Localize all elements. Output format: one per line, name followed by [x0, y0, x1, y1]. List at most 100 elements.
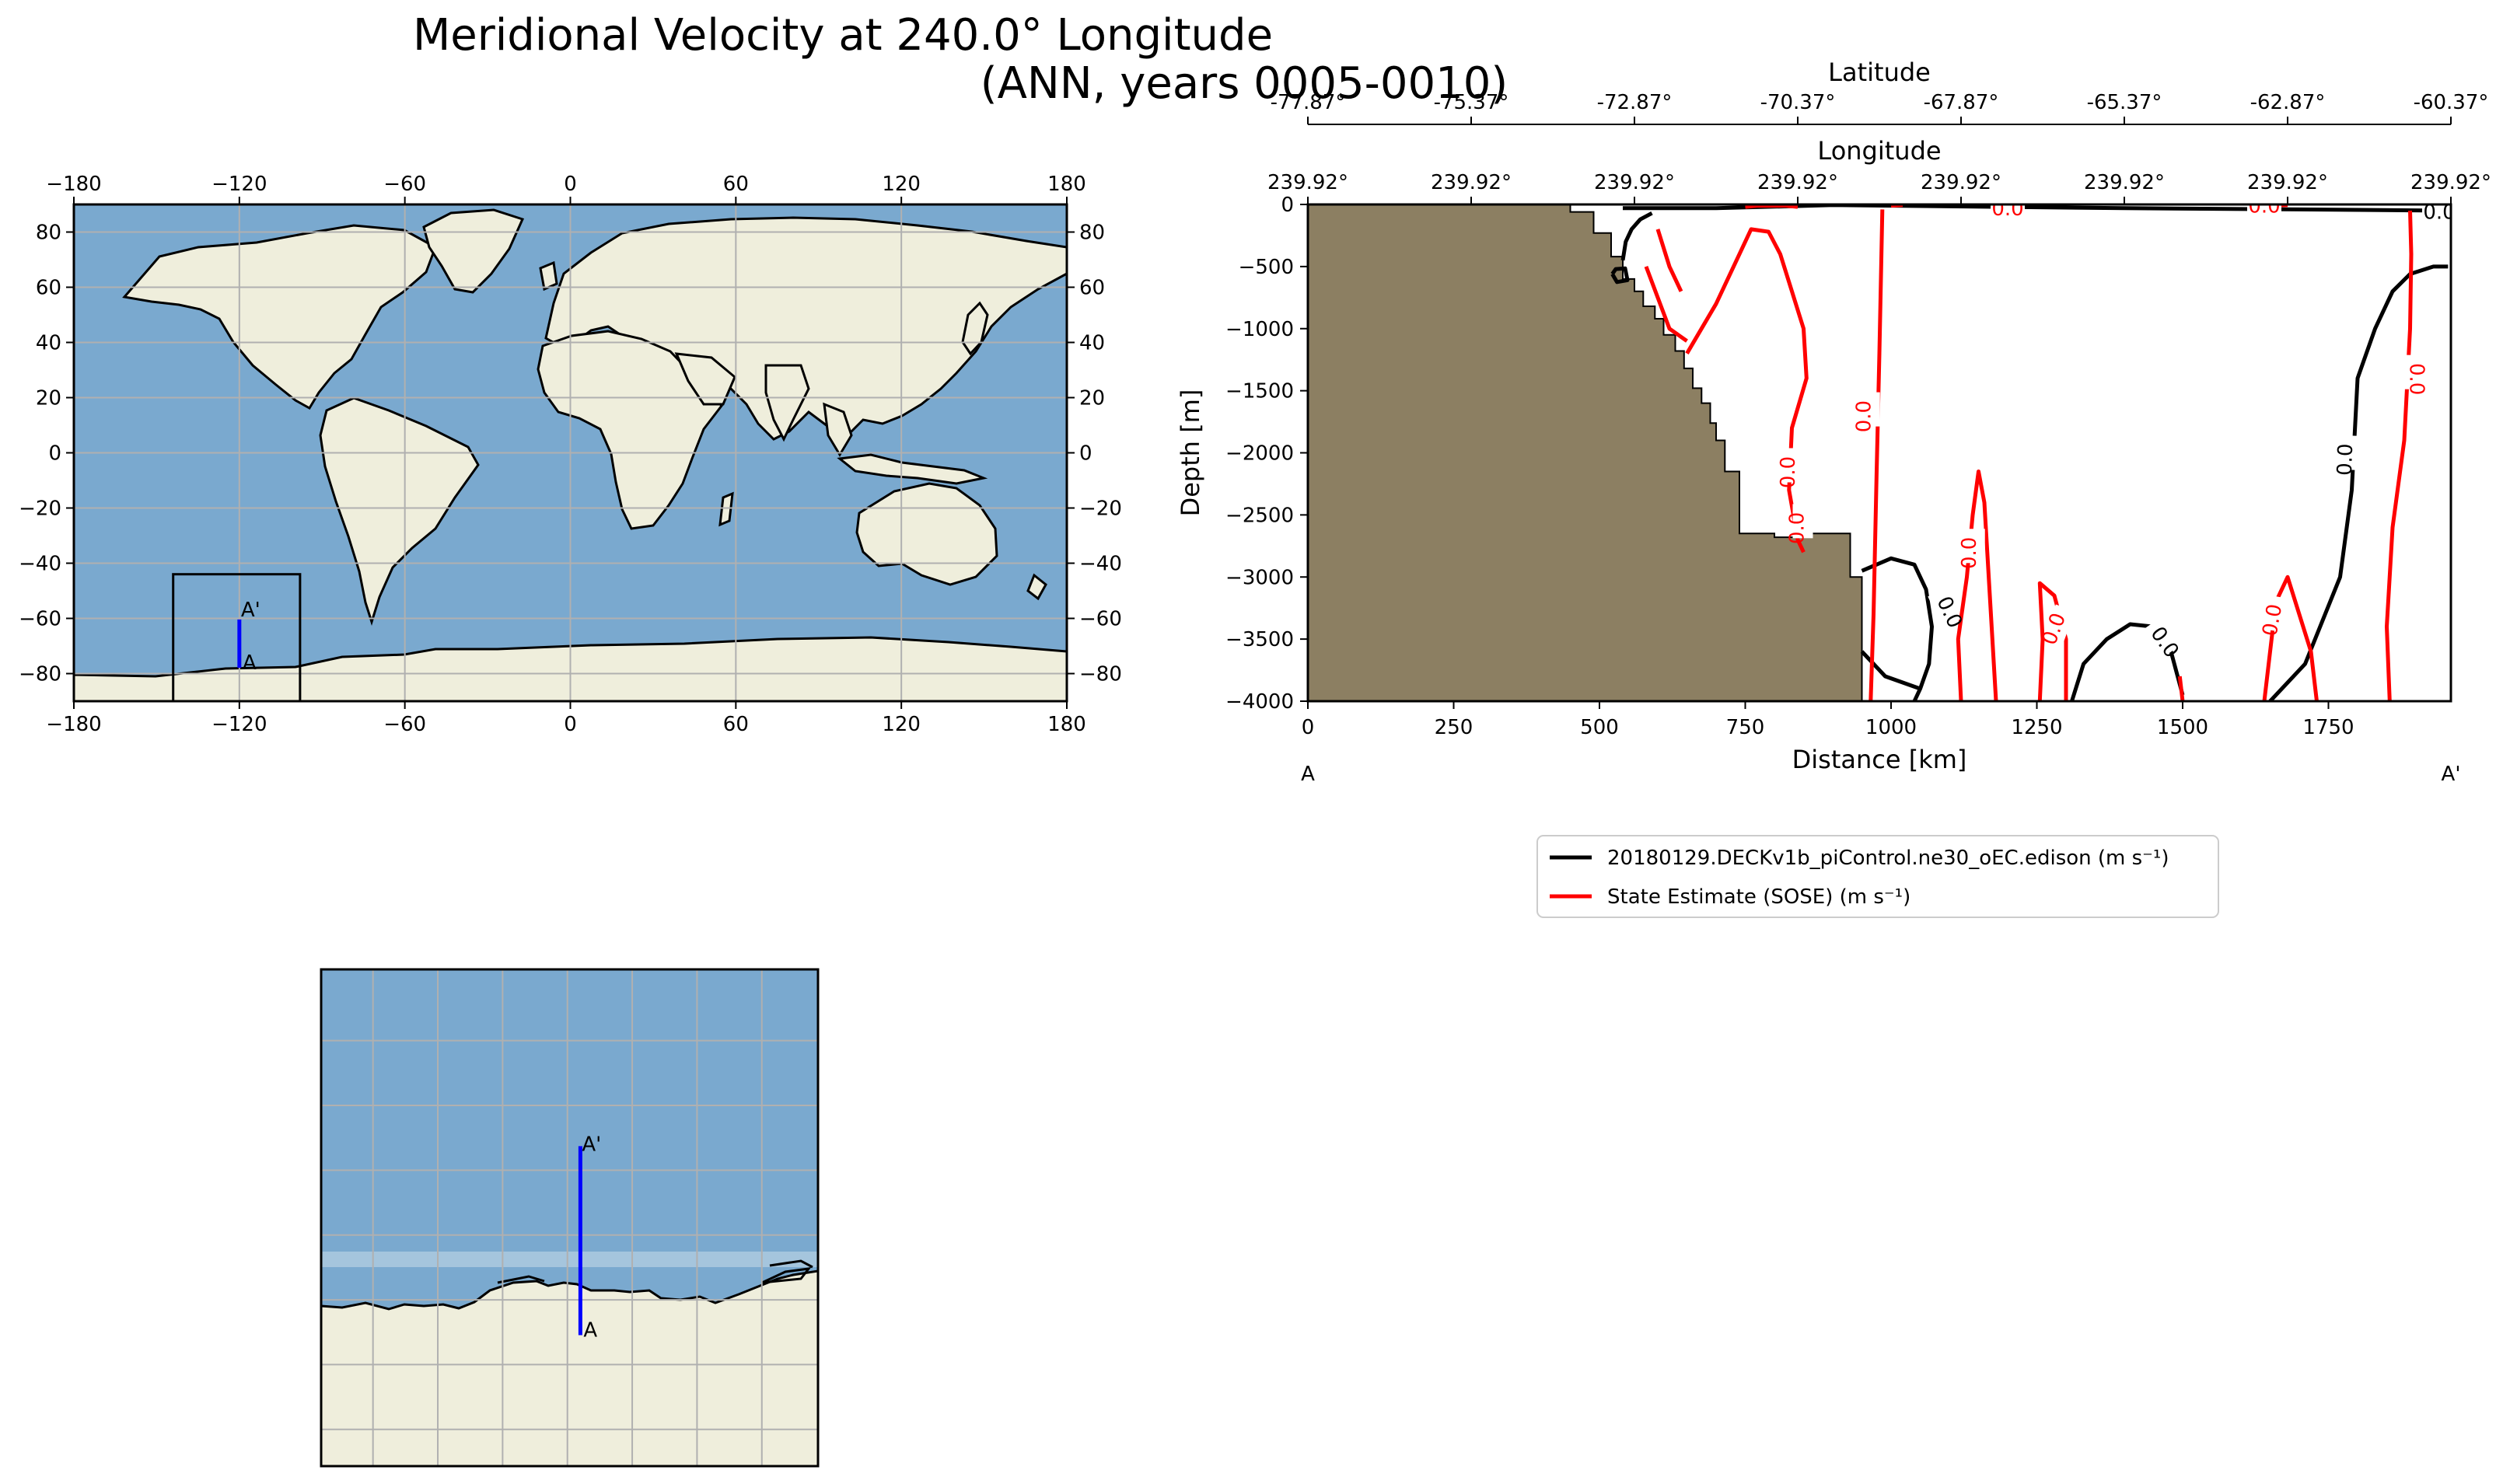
legend-entry-label: State Estimate (SOSE) (m s⁻¹)	[1607, 885, 1910, 909]
land-africa	[537, 330, 723, 530]
tick-label-lat-right: 60	[1079, 277, 1105, 300]
lat-top-axis-label: Latitude	[1828, 58, 1931, 87]
y-axis-label: Depth [m]	[1176, 389, 1205, 517]
contour-label-bg	[2422, 204, 2451, 222]
y-tick-label: −4000	[1225, 690, 1294, 714]
x-tick-label: 1500	[2157, 716, 2208, 739]
tick-label-lon-top: −60	[383, 173, 426, 196]
endpoint-label-start: A	[1301, 763, 1315, 786]
sea-ice-shelf	[321, 1252, 818, 1267]
model-contour-line	[1861, 556, 1934, 701]
legend-entry-label: 20180129.DECKv1b_piControl.ne30_oEC.edis…	[1607, 847, 2169, 870]
tick-label-lat-right: −60	[1079, 608, 1122, 631]
tick-label-lon-bottom: −180	[46, 713, 101, 736]
tick-label-lon-bottom: −60	[383, 713, 426, 736]
model-contour-line	[1623, 204, 2449, 213]
transect-line: A A'	[237, 599, 260, 675]
sose-contour-label: 0.0	[1786, 512, 1809, 544]
land-madagascar	[718, 491, 734, 527]
land-south-america	[319, 396, 480, 626]
x-axis-label: Distance [km]	[1792, 745, 1967, 774]
global-map: A A' −180 −180 −120 −120 −60 −60 0 0 60 60 120 120 18…	[19, 173, 1122, 736]
tick-label-lon-top: 0	[564, 173, 577, 196]
sose-contour-line	[2385, 210, 2414, 701]
tick-label-lon-bottom: 60	[723, 713, 749, 736]
sose-contour-line	[1655, 229, 1683, 292]
tick-label-lon-top: 120	[882, 173, 921, 196]
contour-label-bg	[2400, 354, 2421, 389]
x-tick-label: 750	[1726, 716, 1765, 739]
coastal-islands	[497, 1259, 813, 1284]
tick-label-lon-bottom: 0	[564, 713, 577, 736]
land-north-america	[122, 224, 437, 410]
y-tick-label: −1500	[1225, 380, 1294, 403]
sose-contour-label: 0.0	[1958, 537, 1981, 569]
lat-top-tick-label: -62.87°	[2250, 91, 2326, 114]
transect-label-end: A'	[241, 599, 260, 622]
tick-label-lat-left: 0	[48, 442, 61, 466]
land-indonesia	[837, 453, 988, 485]
tick-label-lat-left: 80	[36, 222, 61, 245]
figure-title: Meridional Velocity at 240.0° Longitude …	[413, 10, 1508, 109]
section-axes: 0 250 500 750 1000 1250 1500 1750 0 −500 −1000 −150…	[1176, 58, 2491, 786]
sose-contour-label: 0.0	[2248, 195, 2280, 218]
map-gridlines	[74, 204, 1067, 701]
continents	[74, 208, 1067, 701]
title-line-1: Meridional Velocity at 240.0° Longitude	[413, 10, 1273, 61]
land-uk	[539, 260, 558, 292]
transect-section-plot: 0.00.00.00.00.00.00.00.00.0 0.00.00.0 0.0 …	[1176, 58, 2491, 786]
contour-label-bg	[1928, 588, 1961, 628]
contour-label-bg	[2265, 595, 2291, 633]
tick-label-lon-top: −120	[211, 173, 267, 196]
tick-label-lat-right: 40	[1079, 332, 1105, 355]
lon-top-axis-label: Longitude	[1817, 136, 1941, 166]
tick-label-lon-top: −180	[46, 173, 101, 196]
y-tick-label: −3500	[1225, 628, 1294, 651]
tick-label-lon-bottom: 180	[1047, 713, 1086, 736]
tick-label-lat-right: 0	[1079, 442, 1092, 466]
sose-contour-label: 0.0	[1777, 456, 1800, 488]
sose-contour-line	[1644, 266, 1688, 343]
sose-contour-line	[1745, 204, 1799, 209]
legend-frame	[1536, 835, 2219, 918]
land-new-zealand	[1026, 573, 1047, 601]
contour-label-bg	[2340, 435, 2362, 470]
lon-top-tick-label: 239.92°	[2247, 171, 2328, 194]
lon-top-tick-label: 239.92°	[1267, 171, 1348, 194]
lon-top-tick-label: 239.92°	[1594, 171, 1675, 194]
lat-top-tick-label: -65.37°	[2087, 91, 2162, 114]
tick-label-lon-top: 60	[723, 173, 749, 196]
y-tick-label: −2500	[1225, 504, 1294, 527]
lat-top-tick-label: -72.87°	[1597, 91, 1673, 114]
lat-top-tick-label: -60.37°	[2414, 91, 2489, 114]
model-contour-line	[1860, 650, 1921, 691]
tick-label-lat-right: −20	[1079, 498, 1122, 521]
lon-top-tick-label: 239.92°	[1431, 171, 1512, 194]
endpoint-label-end: A'	[2442, 763, 2461, 786]
model-contour-line	[1620, 211, 1653, 261]
contour-label-bg	[1784, 448, 1805, 483]
tick-label-lat-left: 20	[36, 387, 61, 410]
legend: 20180129.DECKv1b_piControl.ne30_oEC.edis…	[1536, 835, 2219, 918]
tick-label-lat-left: 40	[36, 332, 61, 355]
sose-contour-label: 0.0	[2405, 363, 2428, 395]
sose-contour-line	[2262, 574, 2319, 701]
x-tick-label: 1000	[1865, 716, 1917, 739]
lat-top-tick-label: -67.87°	[1924, 91, 1999, 114]
y-tick-label: 0	[1281, 194, 1294, 217]
contour-label-bg	[2043, 604, 2075, 644]
lon-top-tick-label: 239.92°	[1921, 171, 2001, 194]
inset-box	[172, 573, 302, 703]
zoom-transect-label-start: A	[583, 1318, 597, 1342]
model-contour-line	[2268, 264, 2449, 701]
land-arabia	[674, 352, 736, 406]
y-tick-label: −2000	[1225, 442, 1294, 466]
sose-contour-line	[2177, 676, 2185, 701]
contour-label-bg	[1991, 204, 2025, 218]
sose-contour-label: 0.0	[2259, 602, 2288, 638]
lat-top-tick-label: -70.37°	[1760, 91, 1836, 114]
tick-label-lat-left: −20	[19, 498, 61, 521]
tick-label-lat-left: 60	[36, 277, 61, 300]
y-tick-label: −500	[1239, 256, 1294, 279]
model-contour-line	[1610, 266, 1630, 285]
